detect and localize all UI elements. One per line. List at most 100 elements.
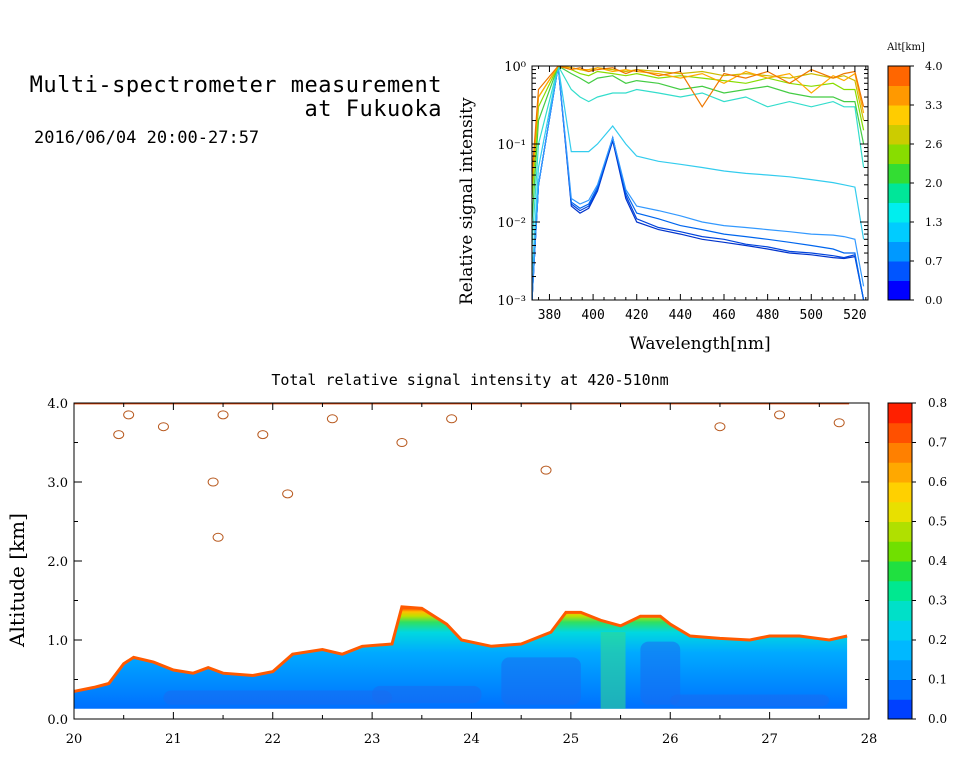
legend-swatch [888,124,910,145]
colorbar-swatch [888,462,912,483]
heatmap-edge [74,605,848,693]
heatmap-x-tick-label: 22 [264,732,281,747]
legend-swatch [888,261,910,281]
spectrum-xlabel: Wavelength[nm] [629,334,770,354]
heatmap-y-tick-label: 0.0 [47,713,68,728]
colorbar-swatch [888,659,912,680]
heatmap-noise-contour [157,422,169,432]
legend-swatch [888,85,910,106]
legend-swatch [888,183,910,203]
title-line-1: Multi-spectrometer measurement [29,73,442,98]
legend-swatch [888,202,910,223]
spectrum-x-tick-label: 400 [581,308,604,323]
colorbar-swatch [888,501,912,522]
legend-swatch [888,280,910,301]
spectrum-line-4 [532,66,865,277]
heatmap-noise-contour [774,410,786,420]
heatmap-noise-contour [207,477,219,487]
legend-swatch [888,163,910,184]
heatmap-dark-patch [372,685,482,704]
colorbar-swatch [888,699,912,720]
heatmap-dark-patch [640,641,681,705]
legend-label: 2.6 [925,138,943,151]
legend-swatch [888,66,910,86]
heatmap-x-tick-label: 26 [662,732,679,747]
legend-label: 0.7 [925,255,943,268]
spectrum-line-1 [532,66,865,300]
spectrum-line-2 [532,66,865,300]
legend-label: 2.0 [925,177,943,190]
datetime-label: 2016/06/04 20:00-27:57 [34,128,260,148]
colorbar-label: 0.2 [928,633,947,647]
heatmap-title: Total relative signal intensity at 420-5… [271,371,668,389]
heatmap-plot-area [74,403,850,709]
colorbar-swatch [888,482,912,503]
spectrum-y-tick-label: 10⁻¹ [497,138,526,153]
colorbar-label: 0.6 [928,475,947,489]
heatmap-noise-contour [282,489,294,499]
spectrum-y-tick-label: 10⁻² [497,216,526,231]
heatmap-noise-contour [326,414,338,424]
colorbar-swatch [888,580,912,601]
heatmap-green-streak [600,632,626,709]
heatmap-noise-contour [123,410,135,420]
colorbar-swatch [888,442,912,463]
heatmap-noise-contour [212,532,224,542]
spectrum-x-tick-label: 420 [625,308,648,323]
spectrum-x-tick-label: 440 [669,308,692,323]
heatmap-x-tick-label: 24 [463,732,480,747]
spectrum-line-0 [532,66,865,300]
colorbar-label: 0.7 [928,436,947,450]
legend-title: Alt[km] [886,42,925,53]
legend-label: 0.0 [925,294,943,307]
chart-title: Multi-spectrometer measurement at Fukuok… [10,74,442,122]
heatmap-dark-patch [670,694,830,707]
legend-label: 4.0 [925,60,943,73]
colorbar-swatch [888,422,912,443]
colorbar-swatch [888,600,912,621]
spectrum-x-tick-label: 460 [712,308,735,323]
legend-swatch [888,241,910,262]
colorbar-label: 0.4 [928,554,947,568]
heatmap-x-tick-label: 21 [165,732,182,747]
colorbar-swatch [888,521,912,542]
heatmap-x-tick-label: 27 [761,732,778,747]
spectrum-line-7 [532,66,865,199]
heatmap-noise-contour [257,430,269,440]
heatmap-x-tick-label: 25 [563,732,580,747]
heatmap-dark-patch [163,690,392,705]
legend-label: 1.3 [925,216,943,229]
colorbar-swatch [888,541,912,562]
spectrum-line-10 [532,66,865,176]
colorbar-swatch [888,679,912,700]
legend-swatch [888,222,910,242]
title-line-2: at Fukuoka [304,97,442,122]
heatmap-noise-contour [396,438,408,447]
heatmap-noise-contour [113,430,125,440]
spectrum-y-tick-label: 10⁻³ [497,294,526,309]
heatmap-y-tick-label: 1.0 [47,634,68,649]
heatmap-y-tick-label: 2.0 [47,555,68,570]
colorbar-label: 0.1 [928,673,947,687]
legend-label: 3.3 [925,99,943,112]
heatmap-y-tick-label: 4.0 [47,397,68,412]
heatmap-x-tick-label: 23 [364,732,381,747]
colorbar-swatch [888,620,912,641]
spectrum-frame [531,65,869,301]
spectrum-y-tick-label: 10⁰ [504,60,526,75]
legend-swatch [888,144,910,164]
heatmap-y-tick-label: 3.0 [47,476,68,491]
spectrum-ylabel: Relative signal intensity [457,97,477,305]
spectrum-series-group [532,66,865,300]
colorbar-swatch [888,561,912,582]
spectrum-x-tick-label: 520 [843,308,866,323]
spectrum-line-6 [532,66,865,223]
heatmap-noise-contour [540,465,552,475]
spectrum-line-5 [532,66,865,246]
colorbar-label: 0.0 [928,712,947,726]
colorbar-swatch [888,640,912,661]
heatmap-x-tick-label: 20 [66,732,83,747]
spectrum-x-tick-label: 380 [538,308,561,323]
legend-swatch [888,105,910,125]
